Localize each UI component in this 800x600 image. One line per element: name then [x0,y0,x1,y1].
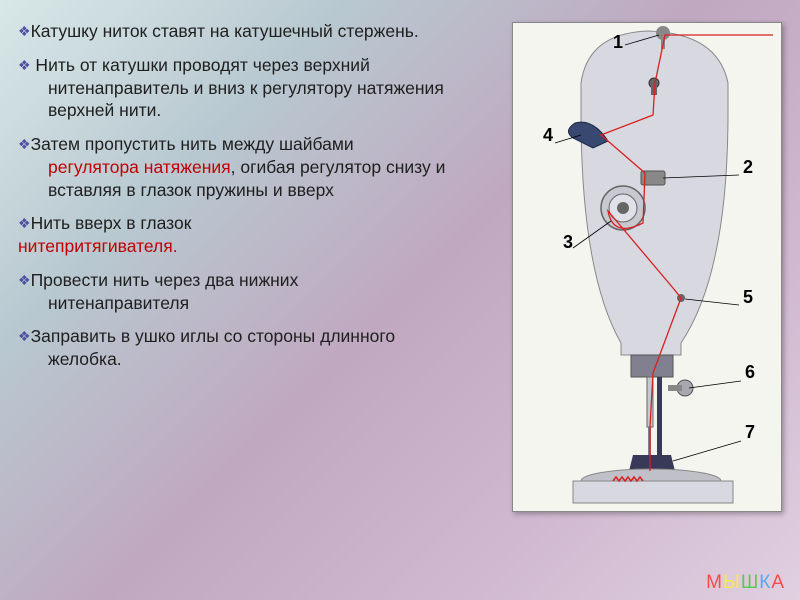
bullet-item: ❖ Нить от катушки проводят через верхний… [18,54,498,122]
bullet-marker: ❖ [18,214,31,232]
diagram-label-6: 6 [745,362,755,382]
body-text: нитенаправитель и вниз к регулятору натя… [48,78,444,98]
body-text: желобка. [48,349,122,369]
body-text: , огибая регулятор снизу и [231,157,446,177]
body-text: нитенаправителя [48,293,189,313]
diagram-label-5: 5 [743,287,753,307]
instruction-text: ❖Катушку ниток ставят на катушечный стер… [18,20,498,371]
diagram-label-4: 4 [543,125,553,145]
body-text: Провести нить через два нижних [31,270,299,290]
bullet-marker: ❖ [18,56,31,74]
bullet-marker: ❖ [18,135,31,153]
bullet-item: ❖Нить вверх в глазок нитепритягивателя. [18,212,498,258]
threading-diagram: 1 2 3 4 5 6 7 [512,22,782,512]
diagram-label-3: 3 [563,232,573,252]
body-text: Затем пропустить нить между шайбами [31,134,354,154]
bullet-item: ❖Катушку ниток ставят на катушечный стер… [18,20,498,43]
bullet-item: ❖Заправить в ушко иглы со стороны длинно… [18,325,498,371]
body-text: Катушку ниток ставят на катушечный стерж… [31,21,419,41]
body-text: Заправить в ушко иглы со стороны длинног… [31,326,396,346]
highlighted-text: нитепритягивателя. [18,236,178,256]
diagram-label-2: 2 [743,157,753,177]
bullet-marker: ❖ [18,271,31,289]
diagram-label-1: 1 [613,32,623,52]
body-text: вставляя в глазок пружины и вверх [48,180,334,200]
bullet-item: ❖Провести нить через два нижних нитенапра… [18,269,498,315]
highlighted-text: регулятора натяжения [48,157,231,177]
body-text: Нить от катушки проводят через верхний [31,55,370,75]
body-text: верхней нити. [48,100,161,120]
body-text: Нить вверх в глазок [31,213,192,233]
diagram-label-7: 7 [745,422,755,442]
watermark: МЫШКА [706,572,785,594]
bullet-item: ❖Затем пропустить нить между шайбами регу… [18,133,498,201]
bullet-marker: ❖ [18,22,31,40]
bullet-marker: ❖ [18,327,31,345]
